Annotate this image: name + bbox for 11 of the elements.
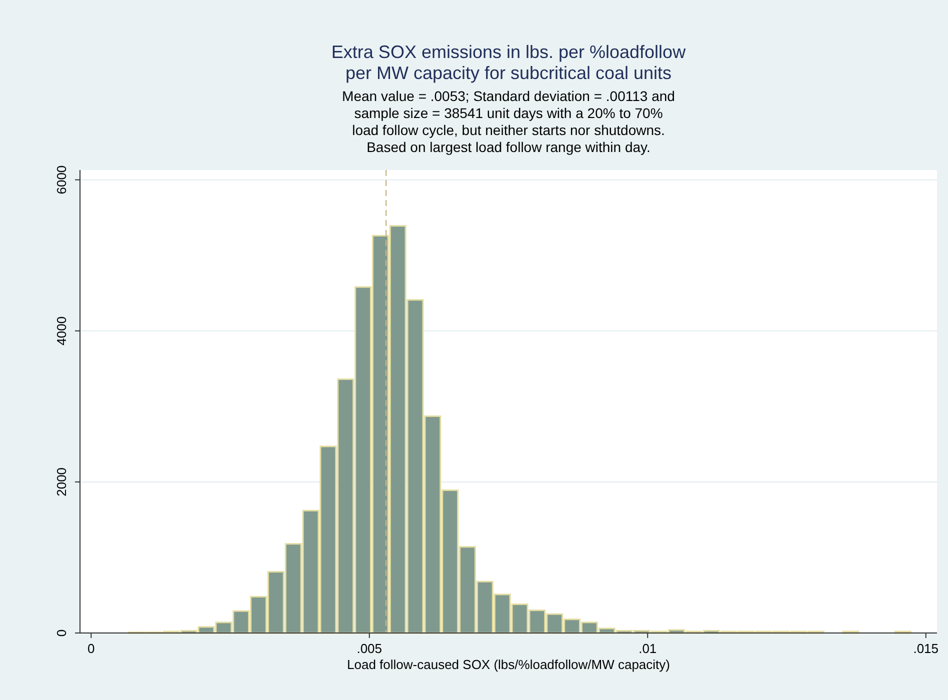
- chart-title: Extra SOX emissions in lbs. per %loadfollow per MW capacity for subcritical coal units: [331, 42, 687, 83]
- x-tick-label: .005: [356, 641, 382, 656]
- y-tick-label: 4000: [54, 316, 69, 346]
- chart-subtitle: Mean value = .0053; Standard deviation = .00113 and sample size = 38541 unit days with a 20% to 70% load follow cycle, but neither starts nor shutdowns. Based on largest load follow range within day.: [342, 88, 675, 155]
- x-axis-title: Load follow-caused SOX (lbs/%loadfollow/MW capacity): [347, 657, 670, 672]
- y-tick-label: 0: [54, 629, 69, 637]
- x-tick-label: .015: [913, 641, 939, 656]
- y-tick-label: 2000: [54, 467, 69, 496]
- y-tick-label: 6000: [54, 165, 69, 194]
- x-tick-label: .01: [638, 641, 657, 656]
- x-tick-label: 0: [88, 641, 95, 656]
